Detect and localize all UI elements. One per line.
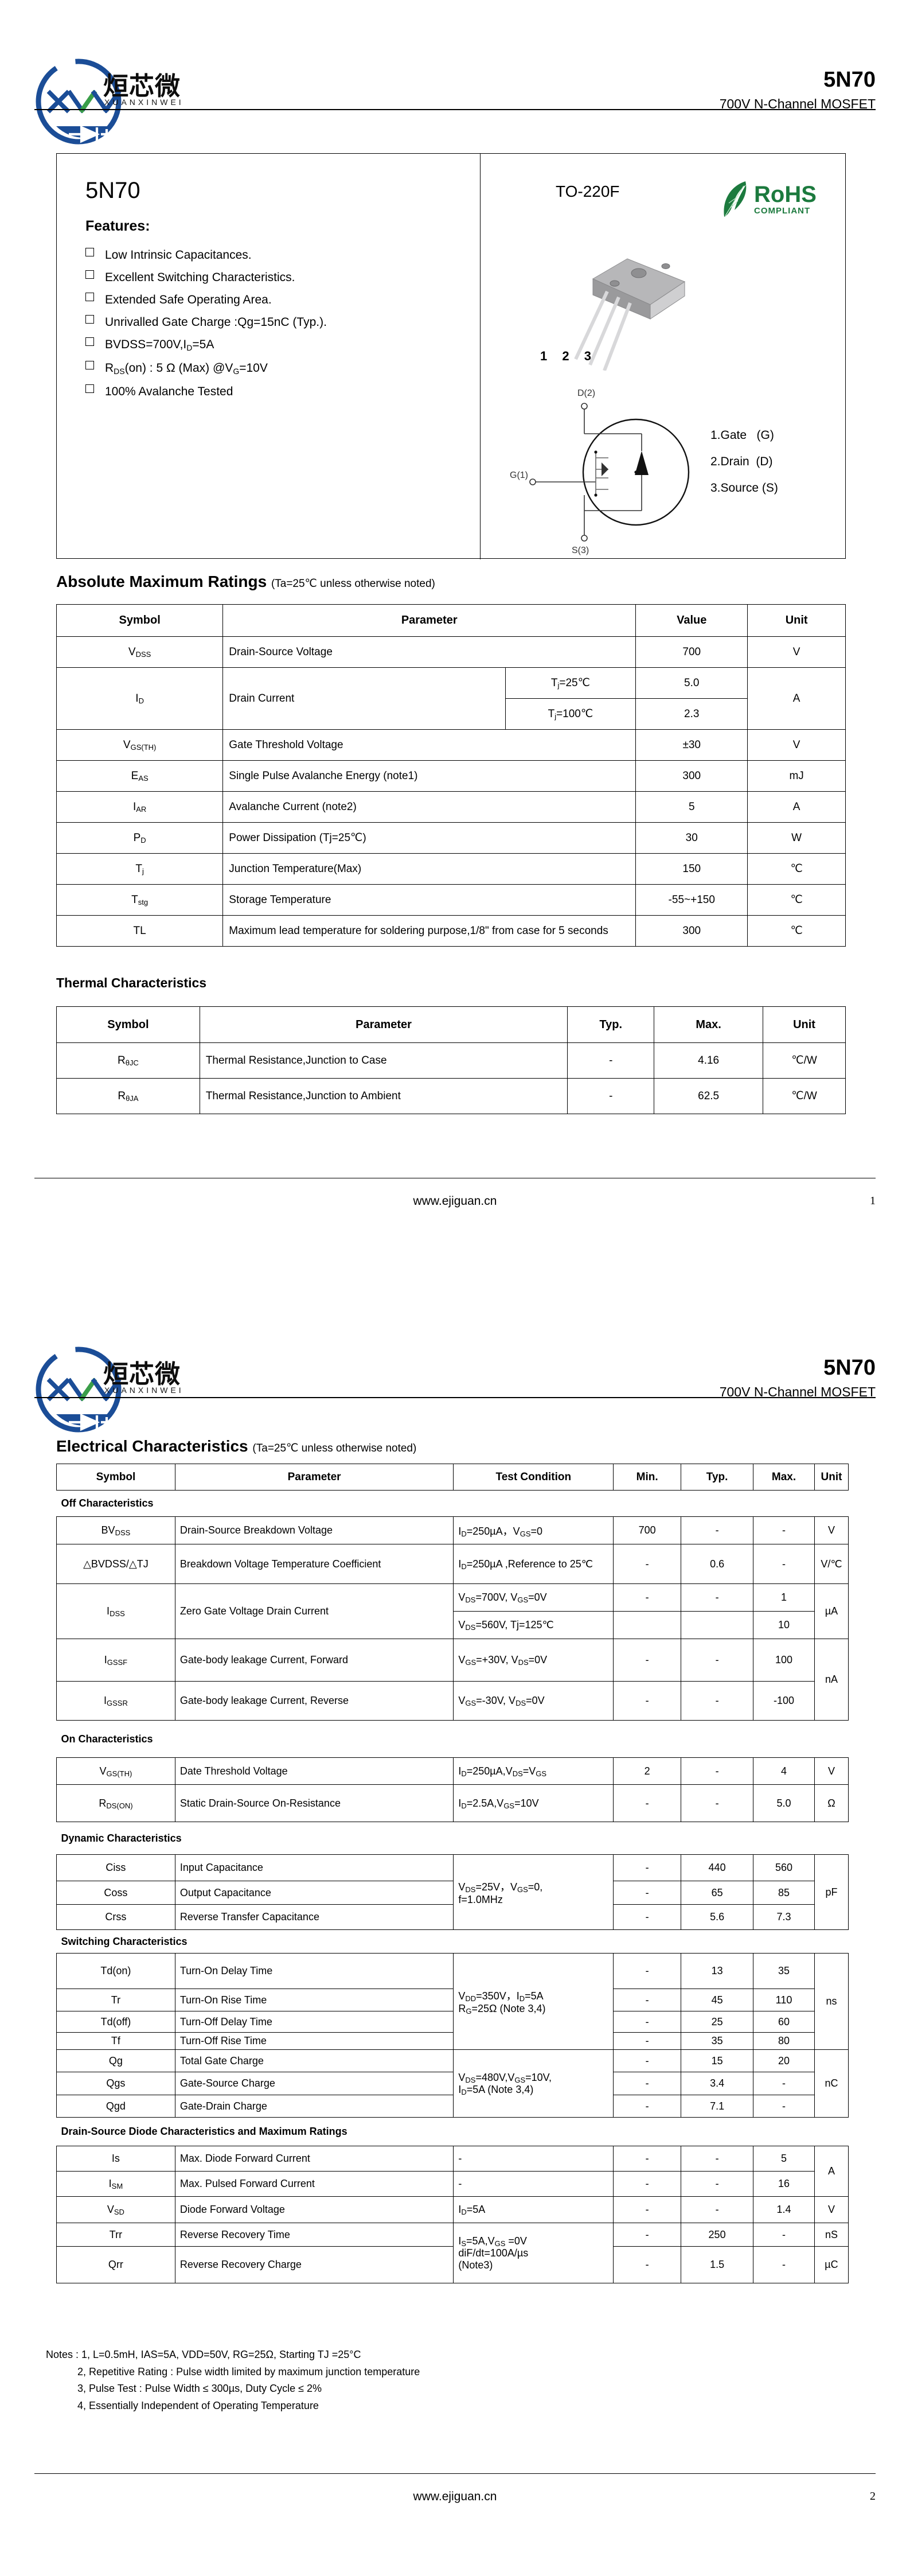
svg-text:D(2): D(2) [577, 388, 595, 398]
svg-text:COMPLIANT: COMPLIANT [754, 206, 810, 216]
svg-text:G(1): G(1) [510, 470, 528, 480]
svg-text:S(3): S(3) [572, 546, 589, 555]
svg-text:RoHS: RoHS [754, 182, 817, 207]
